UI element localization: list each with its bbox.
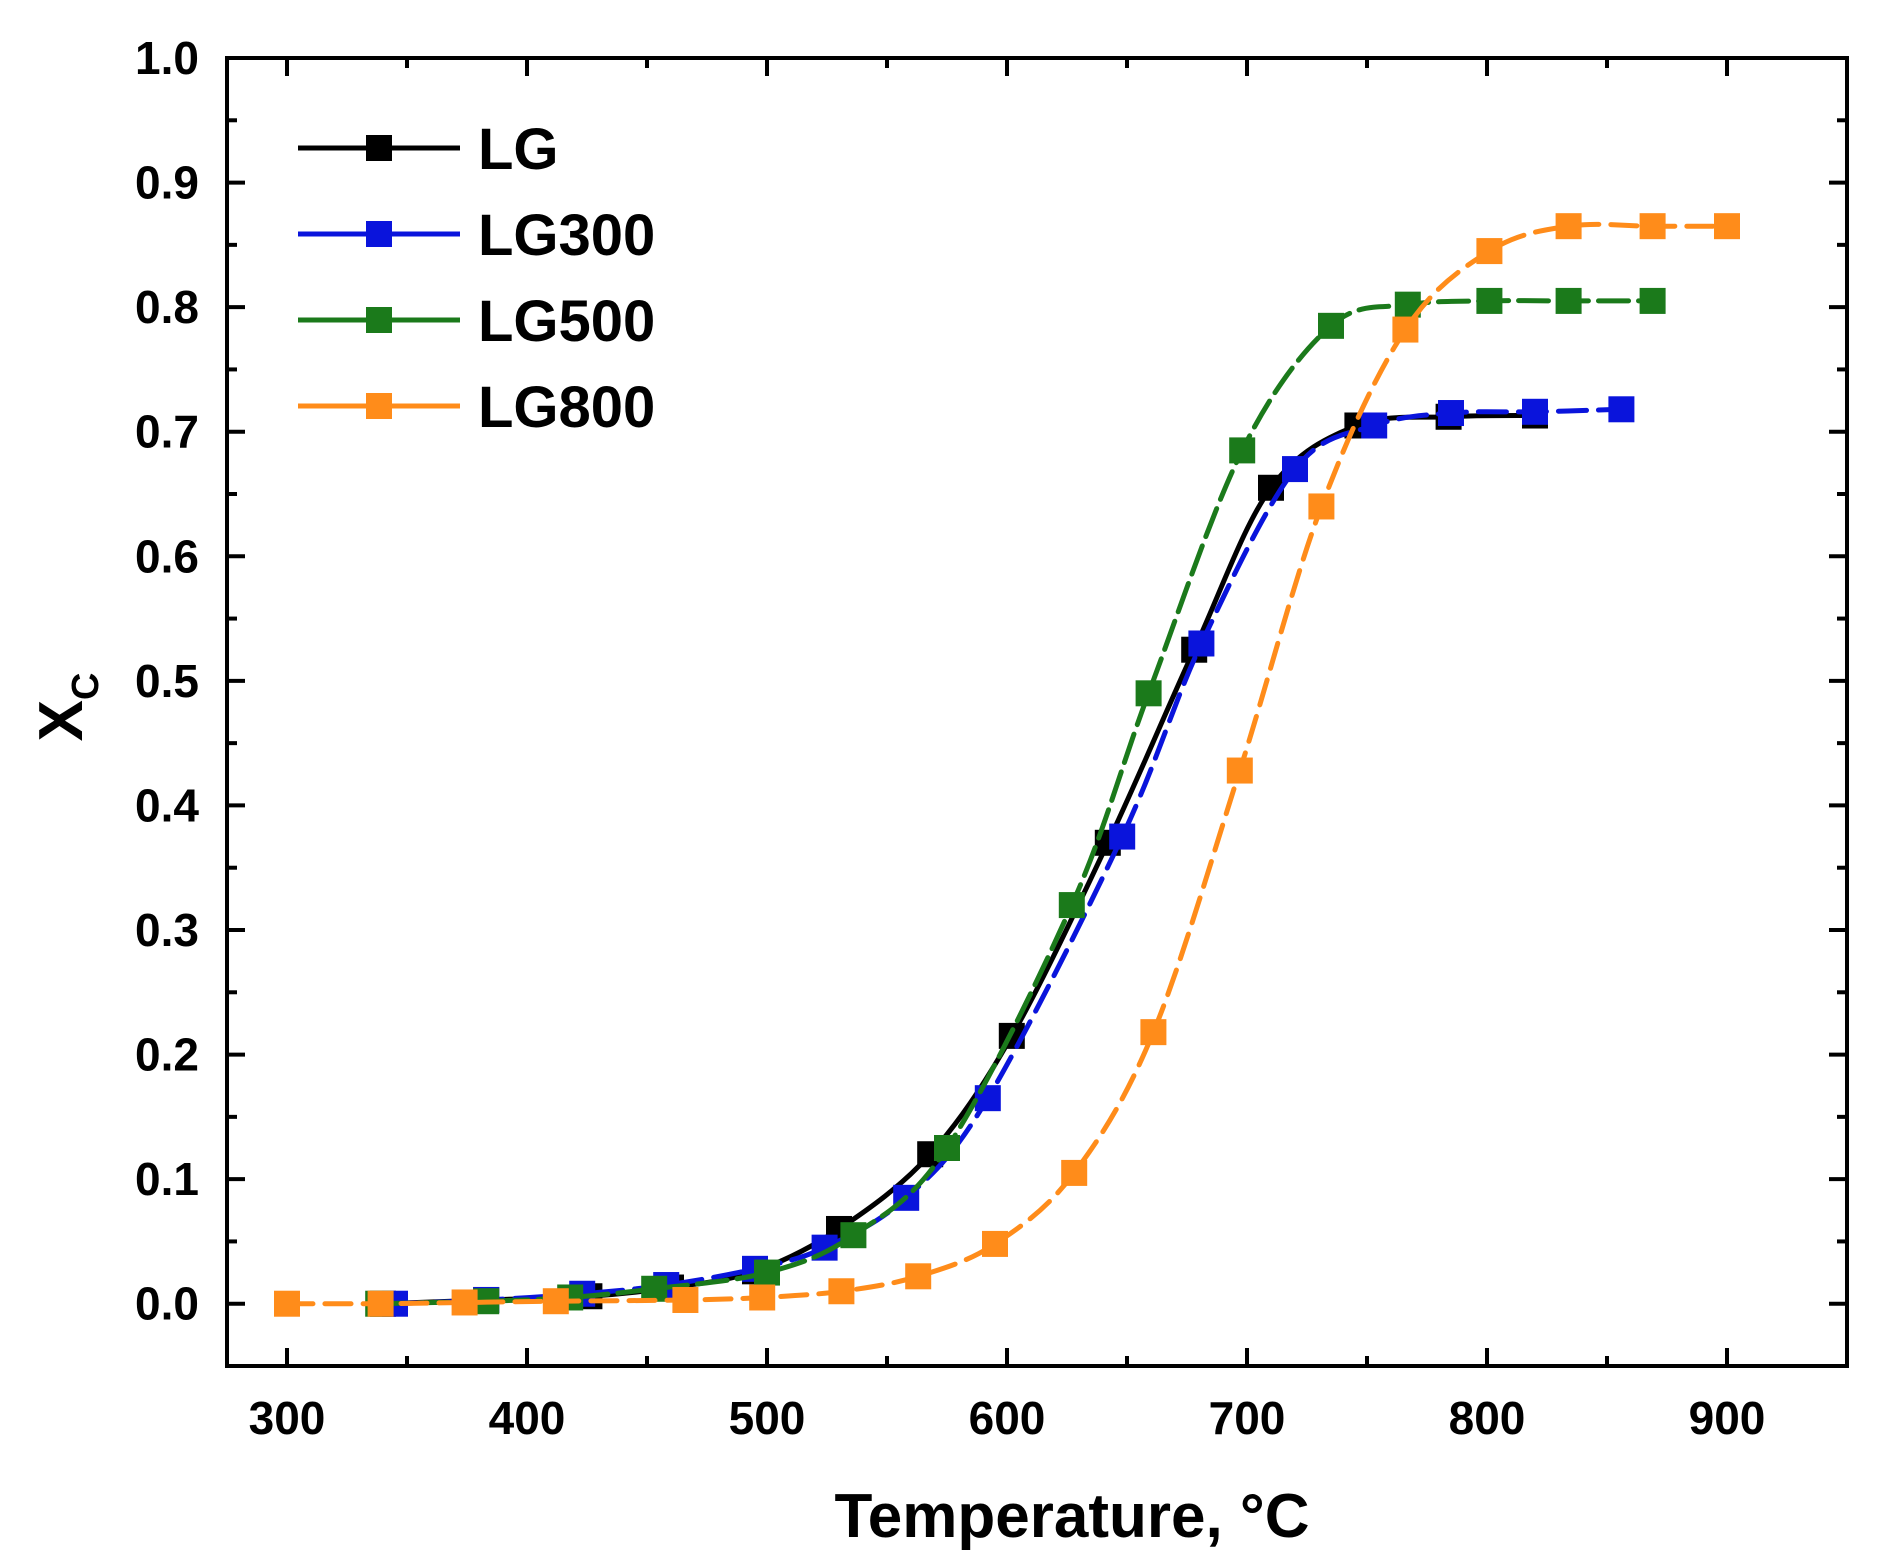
data-point	[542, 1288, 569, 1315]
data-point	[982, 1230, 1008, 1257]
data-point	[1476, 287, 1503, 314]
x-tick-label: 400	[489, 1392, 566, 1444]
series-lg800	[274, 213, 1740, 1317]
y-axis-label-main: X	[27, 700, 96, 741]
data-point	[749, 1284, 776, 1311]
y-tick-label: 0.4	[135, 779, 199, 831]
y-tick-label: 0.1	[135, 1153, 199, 1205]
y-tick-label: 0.3	[135, 904, 199, 956]
data-point	[1522, 398, 1548, 425]
legend-label: LG500	[478, 289, 655, 354]
y-tick-label: 0.8	[135, 281, 199, 333]
legend-marker	[366, 221, 392, 247]
x-axis-label: Temperature, °C	[835, 1482, 1310, 1551]
data-point	[1109, 823, 1136, 850]
y-axis-label-subscript: C	[65, 673, 107, 700]
data-point	[1308, 493, 1335, 520]
legend-marker	[366, 393, 392, 419]
data-point	[1639, 287, 1666, 314]
y-tick-label: 0.0	[135, 1278, 199, 1330]
axis-ticks: 300 400 500 600 700 800 900 0.0 0.1 0.2 0.3 0.4 0.5 0…	[135, 32, 1847, 1444]
data-point	[1140, 1019, 1167, 1046]
data-point	[828, 1278, 855, 1305]
y-axis-label: XC	[27, 673, 107, 742]
x-tick-label: 800	[1449, 1392, 1526, 1444]
legend-item-lg300: LG300	[298, 203, 655, 268]
data-point	[934, 1135, 960, 1161]
data-point	[274, 1290, 300, 1317]
series-lg	[370, 402, 1548, 1317]
x-tick-label: 600	[969, 1392, 1046, 1444]
legend: LG LG300 LG500 LG800	[298, 117, 655, 440]
data-point	[1608, 396, 1635, 423]
y-tick-label: 1.0	[135, 32, 199, 84]
data-point	[1555, 213, 1582, 240]
series-line	[375, 298, 1656, 1307]
legend-label: LG	[478, 117, 559, 182]
legend-item-lg: LG	[298, 117, 559, 182]
data-point	[1555, 287, 1582, 314]
y-tick-label: 0.5	[135, 655, 199, 707]
data-point	[1226, 757, 1253, 784]
series-line	[392, 406, 1624, 1307]
data-point	[1361, 412, 1388, 439]
legend-label: LG800	[478, 375, 655, 440]
data-point	[1188, 630, 1215, 657]
data-point	[1058, 892, 1085, 919]
data-point	[1639, 213, 1666, 240]
legend-marker	[366, 307, 392, 333]
data-point	[1714, 213, 1740, 240]
y-tick-label: 0.2	[135, 1029, 199, 1081]
y-tick-label: 0.7	[135, 406, 199, 458]
x-tick-label: 900	[1689, 1392, 1766, 1444]
series-line	[380, 413, 1538, 1307]
data-point	[1318, 312, 1344, 339]
data-point	[641, 1275, 668, 1302]
data-point	[1392, 316, 1419, 343]
y-tick-label: 0.9	[135, 157, 199, 209]
data-point	[840, 1222, 867, 1249]
x-tick-label: 500	[729, 1392, 806, 1444]
data-point	[754, 1259, 780, 1286]
data-point	[367, 1290, 394, 1317]
data-point	[1135, 680, 1162, 707]
legend-item-lg500: LG500	[298, 289, 655, 354]
data-point	[905, 1263, 932, 1290]
x-tick-label: 300	[249, 1392, 326, 1444]
series-lg500	[365, 287, 1666, 1317]
data-point	[974, 1085, 1001, 1112]
legend-item-lg800: LG800	[298, 375, 655, 440]
plot-frame	[225, 56, 1849, 1368]
x-tick-label: 700	[1209, 1392, 1286, 1444]
data-point	[1476, 238, 1503, 265]
series-lg300	[382, 396, 1635, 1317]
data-point	[451, 1289, 478, 1316]
svg-text:XC: XC	[27, 673, 107, 742]
data-point	[672, 1286, 699, 1313]
data-point	[1061, 1159, 1088, 1186]
data-point	[1282, 456, 1308, 483]
legend-marker	[366, 135, 392, 161]
data-series	[274, 213, 1740, 1317]
y-tick-label: 0.6	[135, 530, 199, 582]
legend-label: LG300	[478, 203, 655, 268]
data-point	[1438, 400, 1464, 427]
data-point	[1229, 437, 1256, 464]
